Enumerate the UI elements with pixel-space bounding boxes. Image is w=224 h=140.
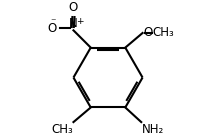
Text: +: + (77, 17, 84, 26)
Text: CH₃: CH₃ (51, 123, 73, 136)
Text: O: O (47, 23, 56, 36)
Text: CH₃: CH₃ (152, 26, 174, 39)
Text: NH₂: NH₂ (142, 123, 164, 136)
Text: ⁻: ⁻ (51, 18, 56, 28)
Text: O: O (69, 1, 78, 14)
Text: N: N (68, 17, 77, 30)
Text: O: O (143, 26, 153, 39)
